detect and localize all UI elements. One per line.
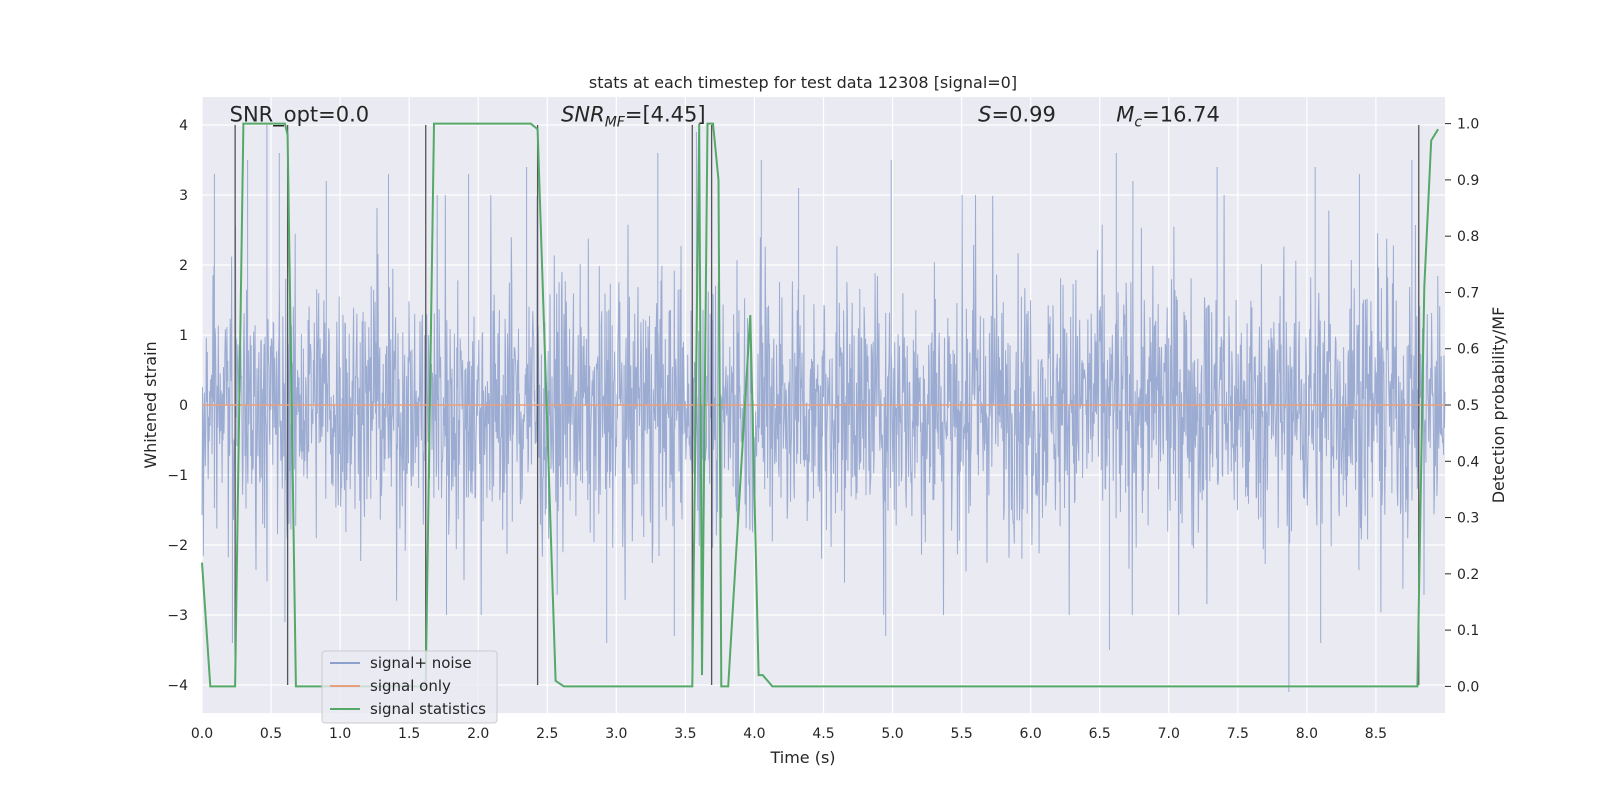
y2-axis-ticks: 0.0 0.1 0.2 0.3 0.4 0.5 0.6 0.7 0.8 0.9 1.0 bbox=[1445, 117, 1479, 695]
x-tick-label: 8.5 bbox=[1365, 726, 1387, 742]
y2-axis-label: Detection probability/MF bbox=[1489, 307, 1508, 504]
y2-tick-label: 0.9 bbox=[1457, 173, 1479, 189]
y-tick-label: 1 bbox=[179, 328, 188, 344]
x-tick-label: 4.0 bbox=[743, 726, 765, 742]
x-tick-label: 0.5 bbox=[260, 726, 282, 742]
x-tick-label: 2.0 bbox=[467, 726, 489, 742]
x-tick-label: 6.5 bbox=[1089, 726, 1111, 742]
y2-tick-label: 0.0 bbox=[1457, 679, 1479, 695]
legend-label-signal-only: signal only bbox=[370, 677, 451, 695]
y2-tick-label: 1.0 bbox=[1457, 117, 1479, 133]
y2-tick-label: 0.6 bbox=[1457, 342, 1479, 358]
y-tick-label: 0 bbox=[179, 398, 188, 414]
x-tick-label: 0.0 bbox=[191, 726, 213, 742]
x-tick-label: 6.0 bbox=[1020, 726, 1042, 742]
x-tick-label: 4.5 bbox=[812, 726, 834, 742]
x-tick-label: 5.5 bbox=[950, 726, 972, 742]
annotation-text: SNR_opt=0.0 bbox=[230, 103, 370, 128]
x-tick-label: 2.5 bbox=[536, 726, 558, 742]
y-tick-label: 2 bbox=[179, 258, 188, 274]
y2-tick-label: 0.5 bbox=[1457, 398, 1479, 414]
signal-statistics-series bbox=[201, 122, 1439, 688]
x-axis-ticks: 0.0 0.5 1.0 1.5 2.0 2.5 3.0 3.5 4.0 4.5 5.0 5.5 6.0 6… bbox=[191, 726, 1387, 742]
x-tick-label: 1.0 bbox=[329, 726, 351, 742]
y2-tick-label: 0.7 bbox=[1457, 285, 1479, 301]
chart-title: stats at each timestep for test data 123… bbox=[589, 73, 1017, 92]
annotation-text: S=0.99 bbox=[978, 103, 1056, 127]
signal-statistics-line bbox=[201, 122, 1439, 688]
x-tick-label: 8.0 bbox=[1296, 726, 1318, 742]
annotations: SNR_opt=0.0 SNRMF=[4.45] S=0.99 Mc=16.74 bbox=[230, 103, 1220, 131]
y2-tick-label: 0.4 bbox=[1457, 454, 1479, 470]
y2-tick-label: 0.3 bbox=[1457, 511, 1479, 527]
y-tick-label: 4 bbox=[179, 118, 188, 134]
legend-box bbox=[321, 650, 498, 724]
x-tick-label: 1.5 bbox=[398, 726, 420, 742]
x-tick-label: 3.5 bbox=[674, 726, 696, 742]
legend-label-signal-noise: signal+ noise bbox=[370, 654, 472, 672]
legend-label-signal-statistics: signal statistics bbox=[370, 700, 486, 718]
y-tick-label: −1 bbox=[167, 468, 188, 484]
y-axis-label: Whitened strain bbox=[141, 341, 160, 468]
y2-tick-label: 0.8 bbox=[1457, 229, 1479, 245]
signal-plus-noise-line bbox=[201, 125, 1446, 692]
y2-tick-label: 0.1 bbox=[1457, 623, 1479, 639]
x-axis-label: Time (s) bbox=[769, 748, 835, 767]
annotation-text: Mc=16.74 bbox=[1116, 103, 1220, 131]
annotation-text: SNRMF=[4.45] bbox=[561, 103, 706, 131]
x-tick-label: 7.0 bbox=[1158, 726, 1180, 742]
x-tick-label: 7.5 bbox=[1227, 726, 1249, 742]
y-tick-label: −3 bbox=[167, 608, 188, 624]
legend: signal+ noise signal only signal statist… bbox=[321, 650, 498, 724]
signal-plus-noise-series bbox=[201, 125, 1446, 692]
x-tick-label: 5.0 bbox=[881, 726, 903, 742]
y2-tick-label: 0.2 bbox=[1457, 567, 1479, 583]
y-tick-label: −4 bbox=[167, 678, 188, 694]
x-tick-label: 3.0 bbox=[605, 726, 627, 742]
y-tick-label: −2 bbox=[167, 538, 188, 554]
y-axis-ticks: −4 −3 −2 −1 0 1 2 3 4 bbox=[167, 118, 188, 694]
y-tick-label: 3 bbox=[179, 188, 188, 204]
